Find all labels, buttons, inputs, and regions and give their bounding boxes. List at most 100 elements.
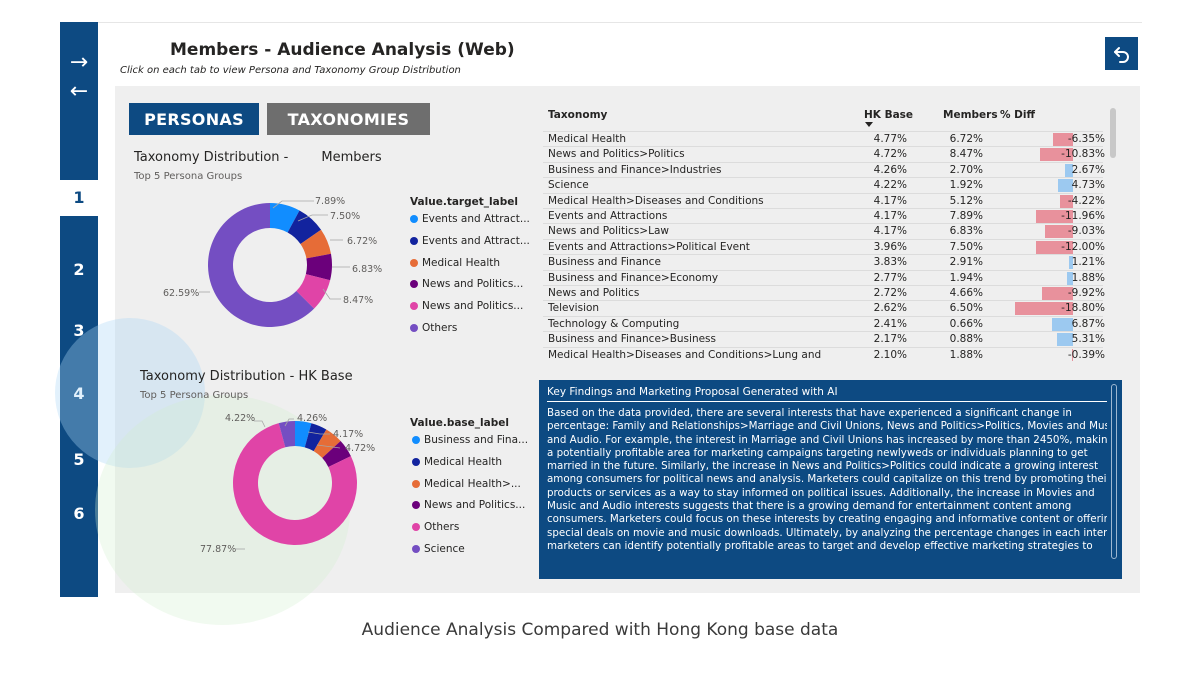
diff-bar bbox=[1064, 163, 1073, 177]
page-button-5[interactable]: 5 bbox=[73, 450, 85, 469]
members-legend-item[interactable]: Events and Attract... bbox=[410, 235, 530, 247]
cell-members: 8.47% bbox=[949, 148, 983, 161]
page-button-4[interactable]: 4 bbox=[73, 384, 85, 403]
members-slice[interactable] bbox=[300, 229, 331, 259]
sort-descending-icon[interactable] bbox=[865, 122, 873, 128]
tab-taxonomies[interactable]: TAXONOMIES bbox=[267, 103, 430, 135]
cell-diff: -0.39% bbox=[1067, 348, 1105, 361]
top-divider bbox=[60, 22, 1142, 23]
hkbase-slice[interactable] bbox=[322, 441, 351, 467]
table-row[interactable]: Business and Finance>Industries 4.26% 2.70… bbox=[543, 161, 1105, 177]
table-row[interactable]: Business and Finance>Business 2.17% 0.88% 5… bbox=[543, 331, 1105, 347]
table-row[interactable]: News and Politics>Politics 4.72% 8.47% -10.… bbox=[543, 146, 1105, 162]
hkbase-slice[interactable] bbox=[313, 429, 341, 458]
arrow-right-icon[interactable]: → bbox=[69, 50, 89, 75]
legend-dot-icon bbox=[410, 236, 418, 245]
members-legend-title: Value.target_label bbox=[410, 196, 518, 208]
cell-taxonomy: News and Politics bbox=[548, 287, 640, 299]
members-chart-title: Taxonomy Distribution - Members bbox=[134, 150, 382, 165]
diff-bar bbox=[1036, 210, 1073, 223]
cell-taxonomy: Business and Finance>Economy bbox=[548, 271, 719, 284]
members-slice-label: 7.89% bbox=[315, 196, 346, 207]
hkbase-legend-item[interactable]: Medical Health bbox=[412, 456, 502, 468]
members-legend-item[interactable]: News and Politics... bbox=[410, 278, 523, 290]
members-legend-item[interactable]: Medical Health bbox=[410, 257, 500, 269]
cell-taxonomy: Science bbox=[548, 179, 589, 192]
column-header-hk-base[interactable]: HK Base bbox=[864, 109, 914, 121]
cell-members: 4.66% bbox=[949, 287, 983, 299]
hkbase-slice[interactable] bbox=[295, 421, 312, 448]
ai-text-line: among consumers for political news and a… bbox=[547, 473, 1107, 486]
members-legend-item[interactable]: News and Politics... bbox=[410, 300, 523, 312]
members-slice[interactable] bbox=[305, 253, 332, 281]
members-leader-lines bbox=[199, 200, 350, 300]
ai-panel-scrollbar[interactable] bbox=[1111, 384, 1117, 559]
table-scrollbar[interactable] bbox=[1110, 108, 1116, 158]
taxonomy-table: Taxonomy HK Base Members % Diff Medical … bbox=[543, 103, 1117, 361]
page-button-2[interactable]: 2 bbox=[73, 260, 85, 279]
tab-personas[interactable]: PERSONAS bbox=[129, 103, 259, 135]
page-button-6[interactable]: 6 bbox=[73, 504, 85, 523]
hkbase-legend-item[interactable]: Medical Health>... bbox=[412, 478, 521, 490]
hkbase-legend-item[interactable]: Others bbox=[412, 521, 459, 533]
members-slice[interactable] bbox=[208, 203, 315, 327]
column-header-diff[interactable]: % Diff bbox=[1000, 109, 1035, 121]
cell-taxonomy: Business and Finance>Industries bbox=[548, 163, 722, 176]
hkbase-slice[interactable] bbox=[232, 423, 357, 545]
legend-label: News and Politics... bbox=[424, 499, 526, 512]
table-row[interactable]: Medical Health>Diseases and Conditions 4.… bbox=[543, 192, 1105, 208]
hkbase-legend-item[interactable]: Business and Fina... bbox=[412, 434, 528, 446]
table-row[interactable]: Medical Health>Diseases and Conditions>L… bbox=[543, 346, 1105, 361]
table-row[interactable]: Events and Attractions>Political Event 3.… bbox=[543, 238, 1105, 254]
cell-taxonomy: Television bbox=[548, 302, 600, 315]
diff-bar bbox=[1067, 271, 1073, 285]
members-legend-item[interactable]: Others bbox=[410, 322, 457, 334]
cell-hk-base: 3.83% bbox=[873, 256, 907, 269]
members-slice-label: 6.72% bbox=[347, 236, 378, 247]
cell-hk-base: 4.72% bbox=[873, 148, 907, 161]
hkbase-legend-item[interactable]: Science bbox=[412, 543, 465, 555]
legend-label: Events and Attract... bbox=[422, 213, 530, 225]
cell-hk-base: 4.22% bbox=[873, 179, 907, 192]
table-header: Taxonomy HK Base Members % Diff bbox=[543, 103, 1117, 131]
cell-diff: -10.83% bbox=[1061, 148, 1105, 161]
column-header-taxonomy[interactable]: Taxonomy bbox=[548, 109, 608, 121]
cell-members: 7.50% bbox=[949, 240, 983, 253]
legend-label: Medical Health bbox=[422, 256, 501, 269]
page-number: 1 bbox=[73, 188, 85, 207]
table-row[interactable]: Medical Health 4.77% 6.72% -6.35% bbox=[543, 131, 1105, 146]
hkbase-slice[interactable] bbox=[304, 423, 327, 452]
table-row[interactable]: News and Politics 2.72% 4.66% -9.92% bbox=[543, 285, 1105, 300]
column-header-members[interactable]: Members bbox=[943, 109, 998, 121]
hkbase-slice[interactable] bbox=[278, 421, 295, 448]
table-row[interactable]: News and Politics>Law 4.17% 6.83% -9.03% bbox=[543, 223, 1105, 239]
table-row[interactable]: Business and Finance 3.83% 2.91% 1.21% bbox=[543, 254, 1105, 270]
legend-label: News and Politics... bbox=[422, 300, 524, 313]
members-slice[interactable] bbox=[296, 274, 331, 309]
members-slice-label: 8.47% bbox=[343, 295, 374, 306]
cell-taxonomy: Business and Finance bbox=[548, 256, 661, 269]
table-row[interactable]: Television 2.62% 6.50% -18.80% bbox=[543, 300, 1105, 316]
members-slice[interactable] bbox=[287, 210, 322, 244]
page-button-3[interactable]: 3 bbox=[73, 321, 85, 340]
table-row[interactable]: Events and Attractions 4.17% 7.89% -11.96% bbox=[543, 208, 1105, 223]
arrow-left-icon[interactable]: ← bbox=[69, 79, 89, 104]
members-legend-item[interactable]: Events and Attract... bbox=[410, 213, 530, 225]
page-button-1[interactable]: 1 bbox=[60, 180, 98, 216]
members-slice-label: 6.83% bbox=[352, 264, 383, 275]
diff-bar bbox=[1039, 148, 1073, 162]
back-button[interactable] bbox=[1105, 37, 1138, 70]
table-row[interactable]: Science 4.22% 1.92% 4.73% bbox=[543, 177, 1105, 193]
members-chart-subtitle: Top 5 Persona Groups bbox=[134, 171, 243, 182]
cell-members: 2.70% bbox=[949, 163, 983, 176]
members-slice[interactable] bbox=[270, 203, 300, 233]
members-donut-chart bbox=[208, 203, 332, 327]
cell-hk-base: 4.17% bbox=[873, 225, 907, 238]
hkbase-slice-label: 4.22% bbox=[225, 413, 256, 424]
hkbase-slice-label: 77.87% bbox=[200, 544, 237, 555]
cell-taxonomy: Business and Finance>Business bbox=[548, 333, 716, 346]
hkbase-legend-item[interactable]: News and Politics... bbox=[412, 499, 525, 511]
table-row[interactable]: Technology & Computing 2.41% 0.66% 6.87% bbox=[543, 315, 1105, 331]
ai-text-line: consumers. Marketers could focus on thes… bbox=[547, 513, 1107, 526]
table-row[interactable]: Business and Finance>Economy 2.77% 1.94% 1.… bbox=[543, 269, 1105, 285]
